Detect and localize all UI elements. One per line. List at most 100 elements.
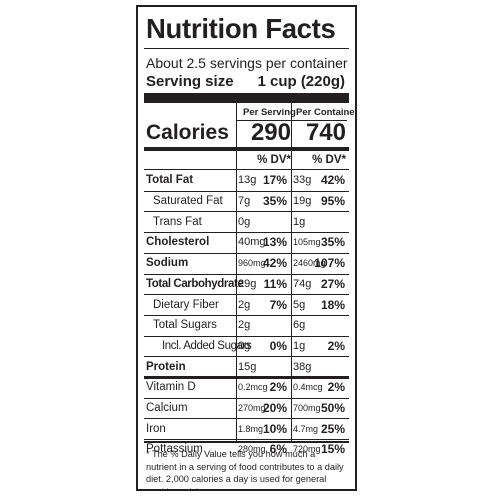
container-dv: 25% bbox=[320, 421, 345, 436]
row-divider bbox=[144, 439, 349, 441]
serving-size-value: 1 cup (220g) bbox=[257, 73, 345, 90]
container-amount: 1g bbox=[293, 339, 306, 352]
serving-amount: 13g bbox=[238, 174, 257, 187]
calories-per-container: 740 bbox=[305, 119, 346, 146]
serving-amount: 280mg bbox=[238, 444, 266, 455]
serving-amount: 0g bbox=[238, 339, 251, 352]
nutrient-name: Total Carbohydrate bbox=[146, 277, 244, 290]
serving-dv: 7% bbox=[269, 297, 287, 312]
thick-divider bbox=[144, 93, 349, 103]
container-amount: 33g bbox=[293, 174, 312, 187]
nutrient-name: Saturated Fat bbox=[153, 195, 223, 208]
nutrient-row: Calcium 270mg 20% 700mg 50% bbox=[144, 398, 349, 419]
calories-label: Calories bbox=[146, 121, 229, 144]
container-amount: 105mg bbox=[293, 237, 321, 248]
nutrient-row: Dietary Fiber 2g 7% 5g 18% bbox=[144, 294, 349, 315]
row-divider bbox=[144, 356, 349, 358]
nutrient-name: Protein bbox=[146, 360, 186, 373]
container-dv: 50% bbox=[320, 401, 345, 416]
row-divider bbox=[144, 397, 349, 399]
container-amount: 6g bbox=[293, 319, 306, 332]
nutrient-name: Dietary Fiber bbox=[153, 298, 219, 311]
nutrient-name: Incl. Added Sugars bbox=[162, 339, 252, 352]
serving-amount: 2g bbox=[238, 298, 251, 311]
serving-dv: 10% bbox=[262, 421, 287, 436]
nutrient-name: Total Sugars bbox=[153, 319, 217, 332]
container-dv: 42% bbox=[320, 173, 345, 188]
label-title: Nutrition Facts bbox=[146, 13, 336, 44]
container-dv: 2% bbox=[327, 380, 345, 395]
header-underline-serving bbox=[237, 120, 291, 121]
header-underline-container bbox=[292, 120, 347, 121]
serving-dv: 6% bbox=[269, 442, 287, 457]
container-dv: 35% bbox=[320, 235, 345, 250]
nutrient-row: Sodium 960mg 42% 2460mg 107% bbox=[144, 253, 349, 274]
container-dv: 107% bbox=[314, 256, 345, 271]
nutrient-row: Total Sugars 2g 6g bbox=[144, 315, 349, 336]
row-divider bbox=[144, 190, 349, 192]
per-serving-header: Per Serving bbox=[243, 107, 296, 118]
container-amount: 19g bbox=[293, 195, 312, 208]
container-dv: 15% bbox=[320, 442, 345, 457]
serving-amount: 29g bbox=[238, 277, 257, 290]
serving-amount: 15g bbox=[238, 360, 257, 373]
row-divider bbox=[144, 211, 349, 213]
container-amount: 720mg bbox=[293, 444, 321, 455]
nutrient-row: Iron 1.8mg 10% 4.7mg 25% bbox=[144, 418, 349, 439]
nutrient-name: Iron bbox=[146, 422, 166, 435]
row-divider bbox=[144, 314, 349, 316]
servings-per-container: About 2.5 servings per container bbox=[146, 55, 348, 71]
nutrient-name: Trans Fat bbox=[153, 215, 202, 228]
serving-amount: 0g bbox=[238, 215, 251, 228]
serving-amount: 40mg bbox=[238, 236, 266, 249]
serving-dv: 13% bbox=[262, 235, 287, 250]
row-divider bbox=[144, 335, 349, 337]
serving-size-label: Serving size bbox=[146, 73, 234, 90]
serving-amount: 0.2mcg bbox=[238, 382, 268, 393]
row-divider bbox=[144, 252, 349, 254]
container-amount: 0.4mcg bbox=[293, 382, 323, 393]
row-divider bbox=[144, 418, 349, 420]
serving-dv: 42% bbox=[262, 256, 287, 271]
nutrient-row: Total Carbohydrate 29g 11% 74g 27% bbox=[144, 274, 349, 295]
vitamins-divider bbox=[144, 376, 349, 379]
nutrient-row: Trans Fat 0g 1g bbox=[144, 211, 349, 232]
column-divider-serving bbox=[236, 103, 237, 442]
serving-amount: 1.8mg bbox=[238, 423, 264, 434]
serving-dv: 35% bbox=[262, 194, 287, 209]
container-dv: 95% bbox=[320, 194, 345, 209]
container-dv: 18% bbox=[320, 297, 345, 312]
serving-amount: 7g bbox=[238, 195, 251, 208]
nutrient-row: Incl. Added Sugars 0g 0% 1g 2% bbox=[144, 336, 349, 357]
dv-header-container: % DV* bbox=[312, 154, 346, 166]
serving-dv: 20% bbox=[262, 401, 287, 416]
calories-divider bbox=[144, 147, 349, 151]
serving-amount: 960mg bbox=[238, 258, 266, 269]
serving-dv: 2% bbox=[269, 380, 287, 395]
nutrient-name: Cholesterol bbox=[146, 236, 210, 249]
nutrition-facts-label: Nutrition Facts About 2.5 servings per c… bbox=[136, 5, 357, 491]
per-container-header: Per Container bbox=[296, 107, 357, 118]
nutrient-row: Total Fat 13g 17% 33g 42% bbox=[144, 170, 349, 191]
container-amount: 5g bbox=[293, 298, 306, 311]
dv-header-divider bbox=[144, 169, 349, 170]
nutrient-row: Cholesterol 40mg 13% 105mg 35% bbox=[144, 232, 349, 253]
container-amount: 74g bbox=[293, 277, 312, 290]
row-divider bbox=[144, 273, 349, 275]
nutrient-row: Pottassium 280mg 6% 720mg 15% bbox=[144, 439, 349, 460]
row-divider bbox=[144, 294, 349, 296]
nutrient-name: Calcium bbox=[146, 402, 188, 415]
container-amount: 4.7mg bbox=[293, 423, 319, 434]
serving-dv: 11% bbox=[263, 276, 287, 291]
container-amount: 700mg bbox=[293, 403, 321, 414]
footnote-divider bbox=[144, 441, 349, 443]
container-dv: 2% bbox=[327, 338, 345, 353]
nutrient-row: Protein 15g 38g bbox=[144, 356, 349, 377]
column-divider-container bbox=[291, 103, 292, 442]
serving-dv: 17% bbox=[262, 173, 287, 188]
dv-header-serving: % DV* bbox=[257, 154, 291, 166]
row-divider bbox=[144, 232, 349, 234]
nutrient-name: Sodium bbox=[146, 257, 189, 270]
footnote: * The % Daily Value tells you how much a… bbox=[146, 449, 344, 489]
title-divider bbox=[144, 48, 349, 49]
